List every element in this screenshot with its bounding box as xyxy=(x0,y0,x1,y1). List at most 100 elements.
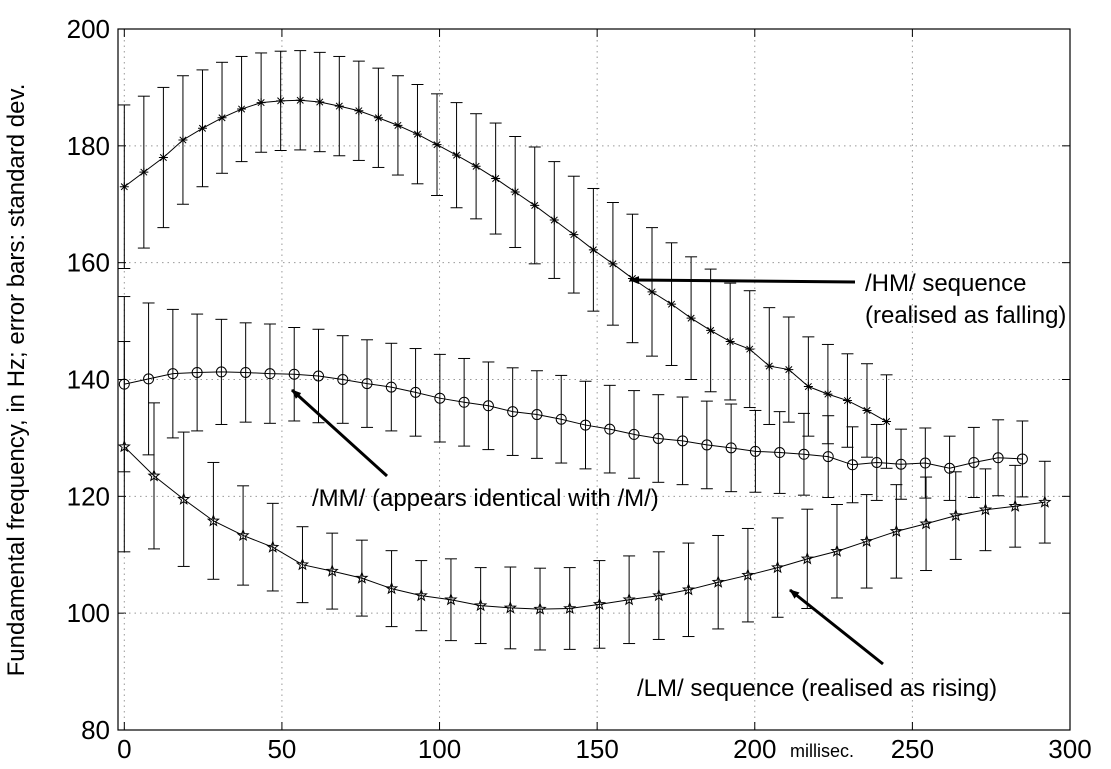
error-bar xyxy=(504,566,517,650)
data-point xyxy=(677,435,689,447)
data-point xyxy=(1038,495,1052,508)
data-point xyxy=(452,150,462,160)
data-point xyxy=(889,524,903,537)
error-bar xyxy=(712,534,725,630)
error-bar xyxy=(312,328,325,424)
data-point xyxy=(555,413,567,425)
error-bar xyxy=(433,353,446,443)
data-point xyxy=(412,129,422,139)
data-point xyxy=(337,374,349,385)
data-point xyxy=(295,557,310,571)
data-point xyxy=(139,167,149,177)
data-point xyxy=(276,96,286,106)
error-bar xyxy=(118,341,131,553)
error-bar xyxy=(534,567,547,651)
data-point xyxy=(725,442,737,454)
data-point xyxy=(882,417,892,427)
data-point xyxy=(706,325,716,335)
x-tick-label: 100 xyxy=(418,734,461,764)
error-bar xyxy=(979,468,992,552)
data-point xyxy=(1008,499,1022,512)
error-bar xyxy=(870,423,883,501)
data-point xyxy=(771,560,785,574)
data-point xyxy=(312,370,324,382)
error-bar xyxy=(652,551,665,640)
data-point xyxy=(444,592,458,606)
data-point xyxy=(846,459,858,471)
data-point xyxy=(264,368,276,380)
error-bar xyxy=(797,412,810,496)
data-point xyxy=(288,368,300,380)
data-point xyxy=(471,161,481,171)
error-bar xyxy=(967,426,980,499)
x-tick-label: 150 xyxy=(575,734,618,764)
y-tick-label: 200 xyxy=(67,14,110,44)
data-point xyxy=(414,588,428,602)
error-bar xyxy=(207,461,220,580)
error-bar xyxy=(860,494,873,589)
data-point xyxy=(117,439,131,453)
data-point xyxy=(944,462,956,474)
data-point xyxy=(432,140,442,150)
data-point xyxy=(774,447,786,459)
error-bar xyxy=(920,476,933,572)
error-bar xyxy=(949,471,962,560)
annotation-arrow xyxy=(629,276,856,285)
data-point xyxy=(862,405,872,415)
data-point xyxy=(871,456,883,468)
data-point xyxy=(741,568,755,581)
error-bar xyxy=(749,409,762,493)
y-axis-label: Fundamental frequency, in Hz; error bars… xyxy=(3,84,30,677)
series-line xyxy=(124,99,887,422)
plot-frame xyxy=(117,28,1071,731)
data-point xyxy=(119,182,129,192)
data-point xyxy=(191,366,203,378)
data-point xyxy=(507,406,519,418)
data-point xyxy=(482,400,494,412)
data-point xyxy=(749,445,761,457)
data-point xyxy=(859,534,874,547)
error-bar xyxy=(682,542,695,638)
data-point xyxy=(240,366,252,378)
data-point xyxy=(822,451,834,463)
error-bar xyxy=(361,339,374,428)
error-bar xyxy=(801,508,814,609)
x-tick-label: 50 xyxy=(267,734,296,764)
error-bar xyxy=(474,567,487,645)
error-bar xyxy=(628,390,641,479)
error-bar xyxy=(890,484,903,579)
annotation-text: /MM/ (appears identical with /M/) xyxy=(312,485,659,512)
data-point xyxy=(549,215,559,225)
error-bar xyxy=(215,318,228,425)
annotation-arrow xyxy=(789,588,884,666)
data-point xyxy=(949,508,963,522)
error-bar xyxy=(563,567,576,650)
error-bar xyxy=(579,380,592,470)
data-point xyxy=(652,433,664,445)
data-point xyxy=(725,337,735,347)
error-bar xyxy=(355,539,368,617)
error-bar xyxy=(623,555,636,645)
error-bar xyxy=(458,357,471,447)
data-point xyxy=(206,513,220,527)
annotation-text: /LM/ sequence (realised as rising) xyxy=(637,675,997,702)
error-bar xyxy=(409,348,422,437)
error-bar xyxy=(555,374,568,464)
data-point xyxy=(410,386,422,398)
data-point xyxy=(569,230,579,240)
data-point xyxy=(830,544,844,557)
data-point xyxy=(1016,453,1028,465)
data-point xyxy=(177,492,191,505)
y-tick-label: 180 xyxy=(67,131,110,161)
error-bar xyxy=(603,384,616,474)
error-bar xyxy=(142,302,155,456)
data-point xyxy=(237,104,247,114)
data-point xyxy=(215,366,227,378)
data-point xyxy=(628,428,640,440)
data-point xyxy=(434,392,446,404)
data-point xyxy=(823,389,833,399)
data-point xyxy=(588,245,598,255)
y-tick-label: 80 xyxy=(81,715,110,745)
data-point xyxy=(503,600,517,614)
data-point xyxy=(627,273,637,283)
